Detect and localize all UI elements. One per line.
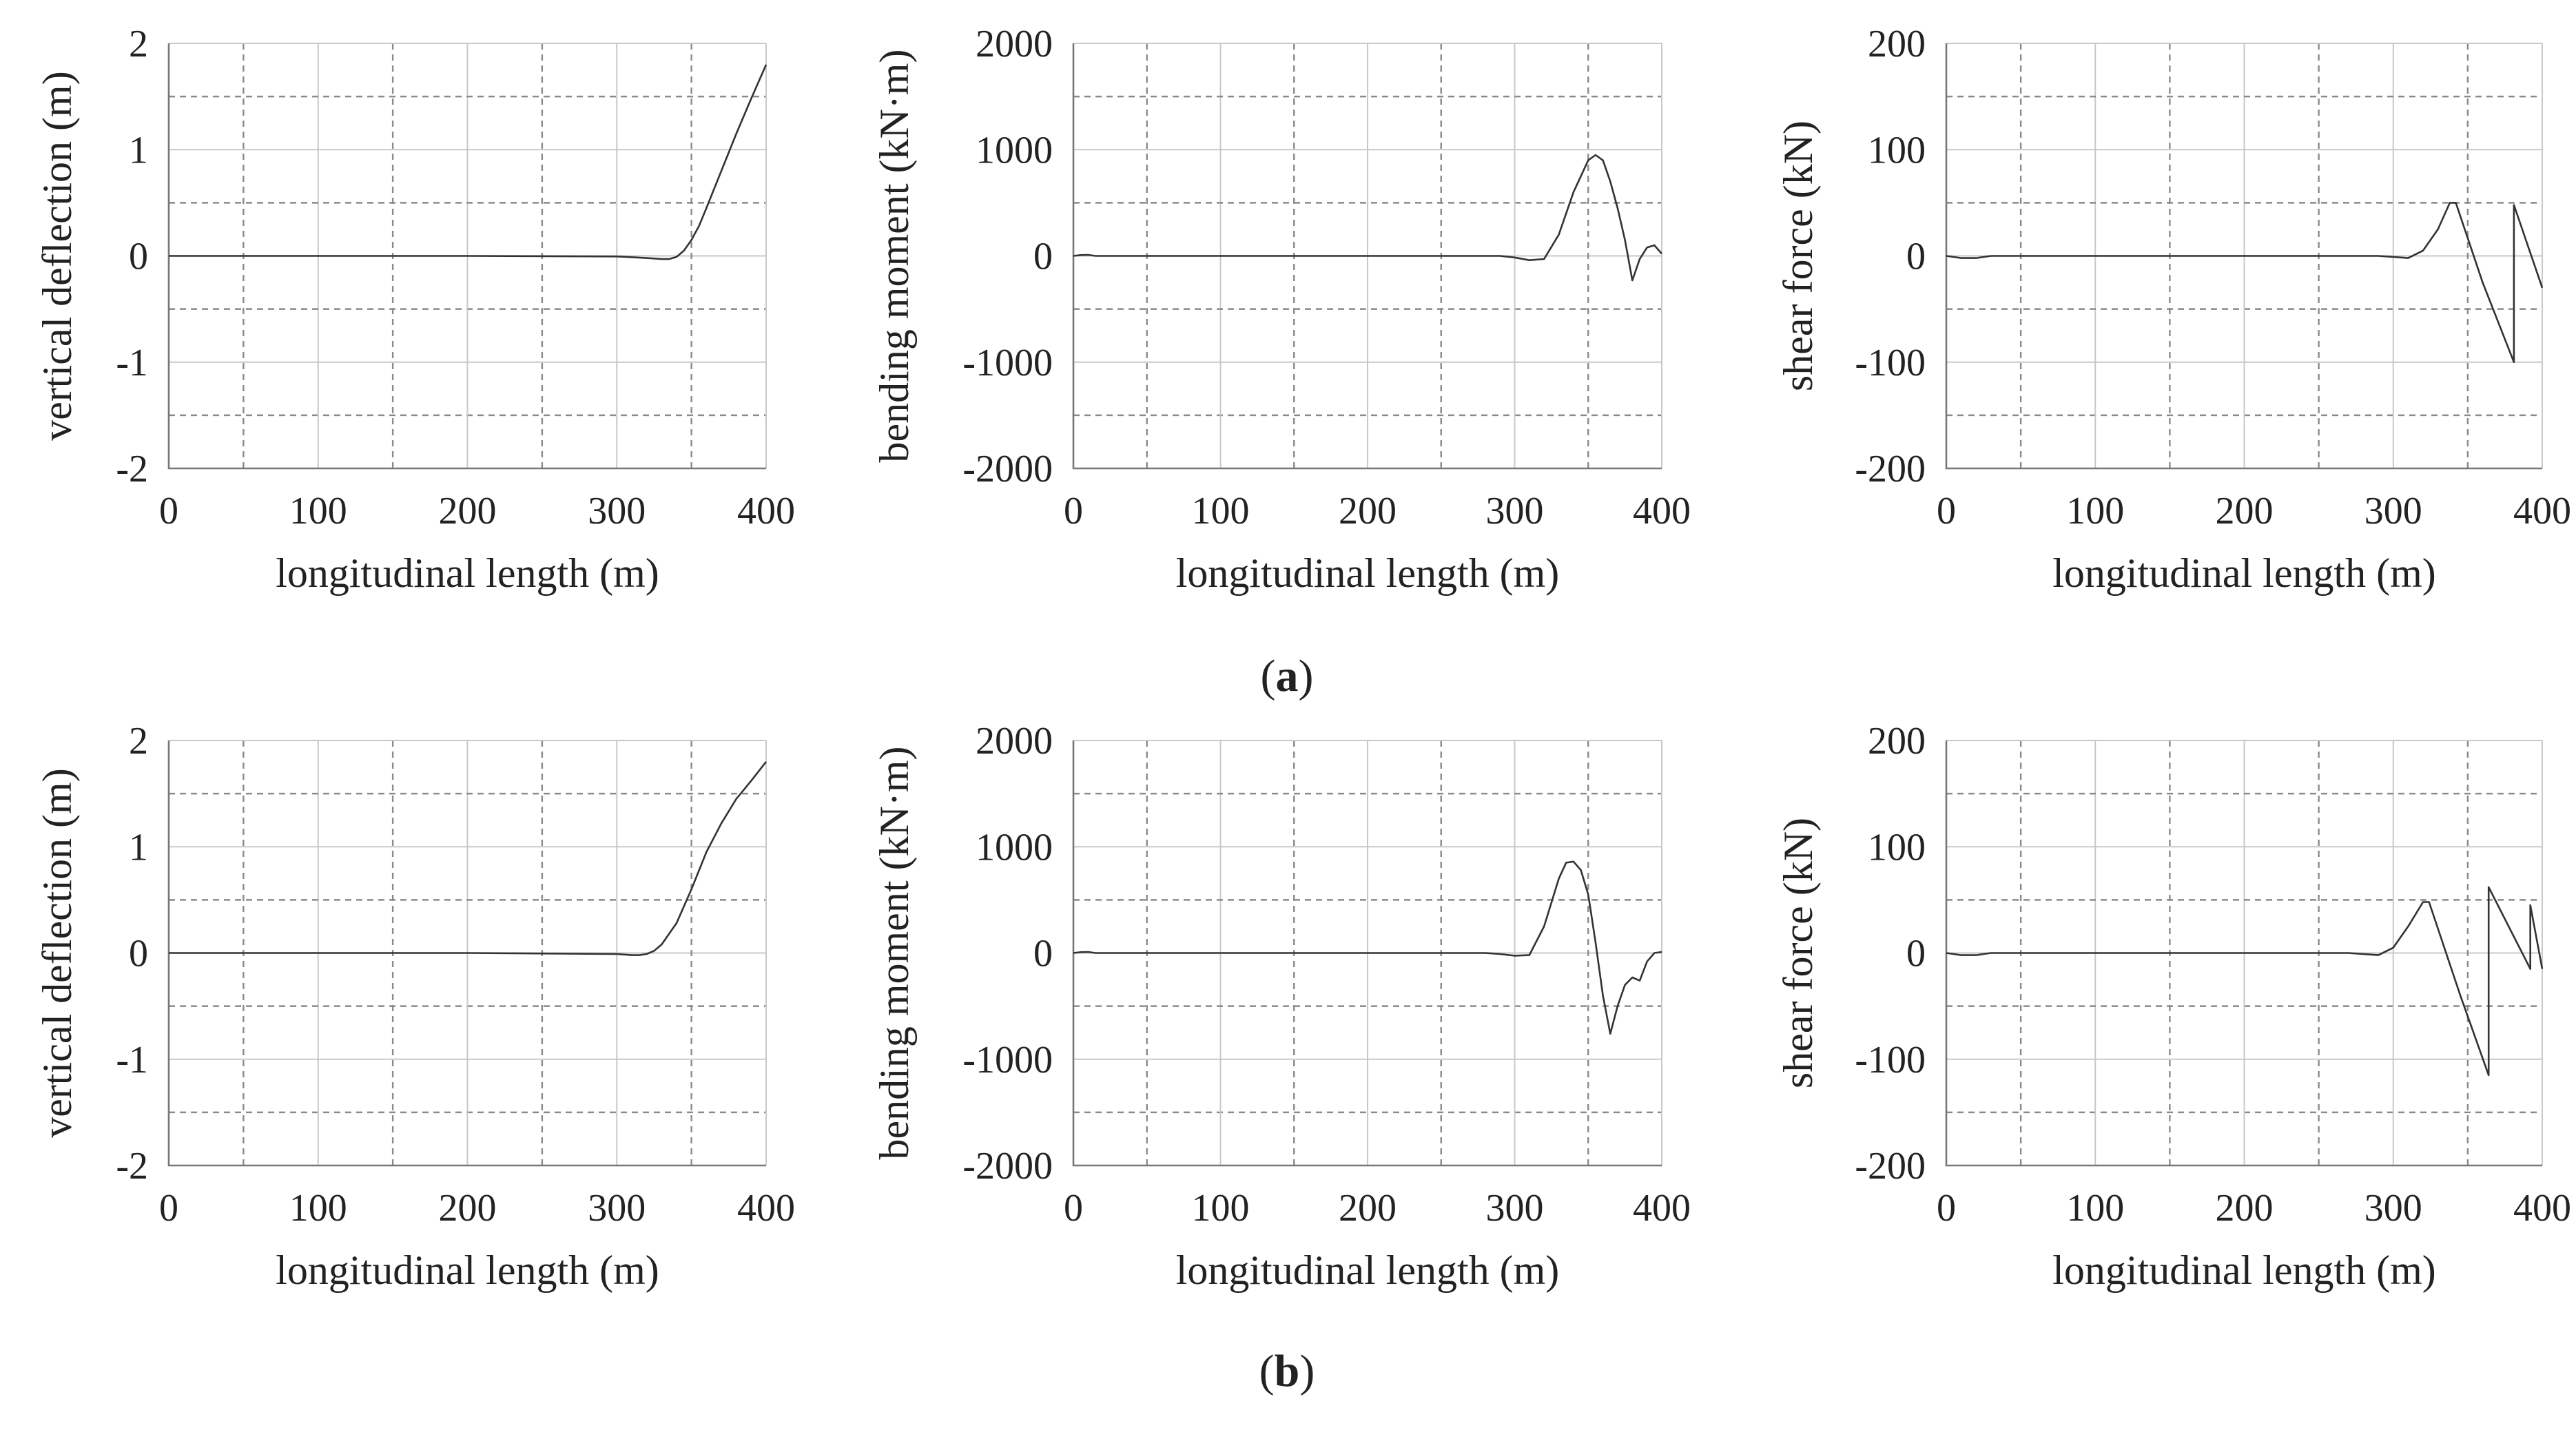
x-tick-label: 100	[1192, 490, 1250, 532]
x-tick-label: 100	[2066, 1187, 2124, 1230]
y-tick-label: 200	[1868, 720, 1926, 763]
x-axis-label: longitudinal length (m)	[1176, 1247, 1560, 1293]
y-tick-label: 2	[129, 720, 148, 763]
chart-b-moment: 0 100 200 300 400 -2000 -1000 0 1000 2000 longitud…	[872, 720, 1691, 1293]
series-line	[1946, 202, 2544, 364]
y-tick-label: -200	[1855, 1145, 1926, 1188]
x-tick-label: 100	[289, 490, 347, 532]
x-tick-label: 100	[1192, 1187, 1250, 1230]
axis-frame	[1945, 43, 2542, 470]
y-tick-label: 100	[1868, 129, 1926, 172]
y-tick-label: -1	[116, 342, 148, 384]
x-tick-label: 100	[289, 1187, 347, 1230]
y-tick-label: 0	[1906, 933, 1926, 975]
y-tick-label: -1000	[962, 1039, 1053, 1081]
x-axis-label: longitudinal length (m)	[1176, 550, 1560, 596]
y-axis-label: bending moment (kN·m)	[872, 747, 917, 1160]
x-axis-label: longitudinal length (m)	[276, 550, 659, 596]
x-tick-label: 0	[1937, 1187, 1956, 1230]
series-line	[169, 761, 767, 956]
y-tick-label: 1000	[976, 826, 1053, 869]
x-tick-label: 200	[1339, 490, 1397, 532]
x-tick-label: 300	[2364, 490, 2422, 532]
x-axis-label: longitudinal length (m)	[276, 1247, 659, 1293]
y-tick-label: -100	[1855, 342, 1926, 384]
x-tick-label: 400	[1633, 1187, 1691, 1230]
x-tick-label: 300	[588, 490, 646, 532]
x-tick-label: 300	[1486, 1187, 1544, 1230]
x-tick-label: 200	[439, 1187, 497, 1230]
chart-b-shear: 0 100 200 300 400 -200 -100 0 100 200 longitudinal…	[1775, 720, 2571, 1293]
chart-a-moment: 0 100 200 300 400 -2000 -1000 0 1000 2000 longitud…	[872, 23, 1691, 596]
y-tick-label: -2	[116, 1145, 148, 1188]
y-tick-label: 0	[129, 236, 148, 278]
x-tick-label: 0	[1937, 490, 1956, 532]
y-tick-label: -100	[1855, 1039, 1926, 1081]
y-tick-label: 0	[129, 933, 148, 975]
y-axis-label: vertical deflection (m)	[34, 768, 80, 1137]
x-tick-label: 400	[737, 490, 795, 532]
x-tick-label: 100	[2066, 490, 2124, 532]
y-axis-label: shear force (kN)	[1775, 818, 1821, 1088]
y-tick-label: -1	[116, 1039, 148, 1081]
x-axis-label: longitudinal length (m)	[2052, 550, 2436, 596]
y-tick-label: 1	[129, 826, 148, 869]
x-tick-label: 400	[2513, 1187, 2571, 1230]
x-tick-label: 0	[1064, 490, 1083, 532]
x-tick-label: 200	[1339, 1187, 1397, 1230]
y-tick-label: -2	[116, 448, 148, 490]
chart-b-deflection: 0 100 200 300 400 -2 -1 0 1 2 longitudinal length …	[34, 720, 795, 1293]
x-tick-label: 300	[1486, 490, 1544, 532]
y-tick-label: -2000	[962, 448, 1053, 490]
y-tick-label: 2000	[976, 720, 1053, 763]
y-tick-label: 2	[129, 23, 148, 65]
chart-a-shear: 0 100 200 300 400 -200 -100 0 100 200 longitudinal…	[1775, 23, 2571, 596]
y-tick-label: 2000	[976, 23, 1053, 65]
panel-label-b: (b)	[1259, 1346, 1315, 1396]
x-tick-label: 400	[737, 1187, 795, 1230]
y-tick-label: -2000	[962, 1145, 1053, 1188]
series-line	[1073, 860, 1662, 1035]
y-tick-label: 0	[1033, 236, 1053, 278]
axis-frame	[167, 740, 766, 1167]
x-tick-label: 200	[2216, 490, 2274, 532]
axis-frame	[1072, 740, 1662, 1167]
x-tick-label: 400	[1633, 490, 1691, 532]
y-tick-label: -1000	[962, 342, 1053, 384]
y-tick-label: 0	[1033, 933, 1053, 975]
series-line	[1073, 154, 1662, 282]
panel-label-a: (a)	[1261, 651, 1314, 701]
x-tick-label: 0	[159, 490, 178, 532]
y-tick-label: 100	[1868, 826, 1926, 869]
series-line	[169, 64, 767, 260]
x-tick-label: 300	[588, 1187, 646, 1230]
x-tick-label: 0	[159, 1187, 178, 1230]
axis-frame	[1945, 740, 2542, 1167]
y-tick-label: -200	[1855, 448, 1926, 490]
y-tick-label: 0	[1906, 236, 1926, 278]
y-axis-label: bending moment (kN·m)	[872, 50, 917, 463]
chart-a-deflection: 0 100 200 300 400 -2 -1 0 1 2 longitudinal length …	[34, 23, 795, 596]
x-tick-label: 200	[2216, 1187, 2274, 1230]
x-axis-label: longitudinal length (m)	[2052, 1247, 2436, 1293]
x-tick-label: 200	[439, 490, 497, 532]
y-axis-label: shear force (kN)	[1775, 121, 1821, 391]
x-tick-label: 300	[2364, 1187, 2422, 1230]
y-tick-label: 200	[1868, 23, 1926, 65]
y-axis-label: vertical deflection (m)	[34, 71, 80, 440]
axis-frame	[167, 43, 766, 470]
x-tick-label: 400	[2513, 490, 2571, 532]
series-line	[1946, 886, 2544, 1077]
y-tick-label: 1	[129, 129, 148, 172]
y-tick-label: 1000	[976, 129, 1053, 172]
axis-frame	[1072, 43, 1662, 470]
x-tick-label: 0	[1064, 1187, 1083, 1230]
